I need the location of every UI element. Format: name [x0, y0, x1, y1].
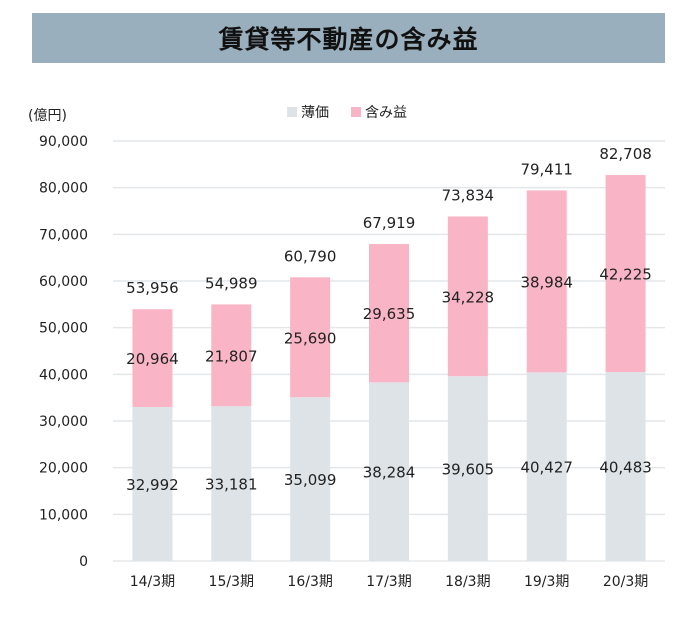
- bar-segment-book-value: [211, 406, 252, 561]
- bar-segment-unrealized-gain: [605, 175, 646, 373]
- data-label: 21,807: [205, 347, 258, 365]
- total-label: 73,834: [442, 186, 495, 204]
- x-tick-label: 15/3期: [209, 574, 254, 590]
- data-label: 40,427: [520, 459, 573, 477]
- y-tick-label: 20,000: [39, 461, 88, 477]
- y-tick-label: 0: [79, 554, 88, 570]
- data-label: 34,228: [442, 288, 495, 306]
- data-label: 29,635: [363, 305, 416, 323]
- x-tick-label: 17/3期: [366, 574, 411, 590]
- x-tick-label: 14/3期: [130, 574, 175, 590]
- total-label: 53,956: [126, 279, 179, 297]
- x-tick-label: 18/3期: [445, 574, 490, 590]
- chart-title: 賃貸等不動産の含み益: [218, 25, 479, 54]
- data-label: 38,984: [520, 273, 573, 291]
- bar-segment-unrealized-gain: [211, 304, 252, 407]
- title-banner: 賃貸等不動産の含み益: [32, 13, 665, 63]
- data-label: 20,964: [126, 350, 179, 368]
- bar-segment-book-value: [369, 382, 409, 561]
- data-label: 39,605: [442, 461, 495, 479]
- bar-segment-book-value: [526, 372, 567, 561]
- data-label: 35,099: [284, 471, 337, 489]
- y-tick-label: 40,000: [39, 367, 88, 383]
- y-tick-label: 70,000: [39, 227, 88, 243]
- x-tick-label: 16/3期: [287, 574, 332, 590]
- data-label: 25,690: [284, 329, 337, 347]
- bar-segment-unrealized-gain: [369, 244, 409, 383]
- data-label: 42,225: [599, 266, 652, 284]
- legend-swatch: [287, 107, 297, 117]
- total-label: 54,989: [205, 274, 258, 292]
- total-label: 60,790: [284, 247, 337, 265]
- bar-segment-unrealized-gain: [526, 190, 567, 373]
- y-tick-label: 10,000: [39, 507, 88, 523]
- y-tick-label: 60,000: [39, 274, 88, 290]
- data-label: 32,992: [126, 476, 179, 494]
- bar-segment-unrealized-gain: [290, 277, 331, 398]
- y-tick-label: 90,000: [39, 134, 88, 150]
- data-label: 38,284: [363, 464, 416, 482]
- total-label: 79,411: [520, 160, 573, 178]
- bar-segment-book-value: [290, 397, 331, 561]
- y-tick-label: 80,000: [39, 181, 88, 197]
- total-label: 67,919: [363, 214, 416, 232]
- bar-segment-book-value: [447, 376, 488, 561]
- bar-segment-book-value: [132, 407, 173, 561]
- bar-segment-book-value: [605, 372, 646, 561]
- x-tick-label: 19/3期: [524, 574, 569, 590]
- y-tick-label: 30,000: [39, 414, 88, 430]
- y-tick-label: 50,000: [39, 321, 88, 337]
- data-label: 33,181: [205, 476, 258, 494]
- bar-segment-unrealized-gain: [447, 216, 488, 377]
- bar-segment-unrealized-gain: [132, 309, 173, 408]
- legend-label: 含み益: [365, 105, 407, 121]
- x-tick-label: 20/3期: [603, 574, 648, 590]
- data-label: 40,483: [599, 459, 652, 477]
- total-label: 82,708: [599, 145, 652, 163]
- y-axis-label: (億円): [28, 108, 67, 124]
- legend-swatch: [351, 107, 361, 117]
- legend-label: 薄価: [301, 105, 329, 121]
